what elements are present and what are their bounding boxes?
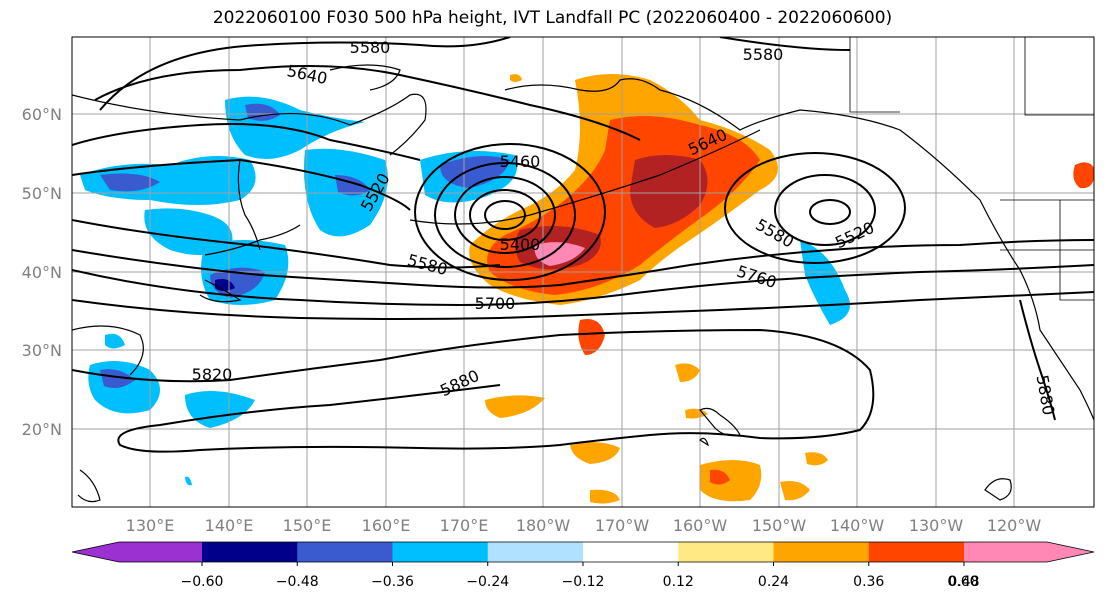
lon-label: 140°W (830, 516, 885, 535)
colorbar-ticks: −0.60 −0.48 −0.36 −0.24 −0.12 0.12 0.24 … (181, 574, 980, 590)
lon-label: 170°W (595, 516, 650, 535)
colorbar-tick-label: −0.48 (276, 574, 319, 590)
lat-label: 40°N (22, 263, 62, 282)
colorbar-tick-label: 0.60 (947, 574, 978, 590)
lon-label: 140°E (205, 516, 254, 535)
colorbar-segment (868, 542, 965, 562)
lon-label: 120°W (987, 516, 1042, 535)
coastlines (72, 64, 1094, 503)
colorbar-segment (72, 542, 202, 562)
contour-label: 5580 (350, 38, 391, 57)
colorbar-tick-label: −0.12 (562, 574, 605, 590)
lat-label: 50°N (22, 184, 62, 203)
lon-label: 130°W (909, 516, 964, 535)
colorbar-segment (202, 542, 298, 562)
contour-label: 5700 (475, 294, 516, 313)
lon-label: 150°E (283, 516, 332, 535)
lon-label: 170°E (440, 516, 489, 535)
latitude-labels: 60°N 50°N 40°N 30°N 20°N (22, 105, 62, 439)
colorbar-outline (71, 541, 1095, 563)
colorbar-tick-label: 0.48 (948, 574, 979, 590)
colorbar-segment (297, 542, 393, 562)
colorbar-tick-label: −0.24 (466, 574, 509, 590)
colorbar-segment (583, 542, 679, 562)
colorbar-segment (392, 542, 489, 562)
lon-label: 130°E (126, 516, 175, 535)
lat-label: 60°N (22, 105, 62, 124)
contour-label: 5820 (192, 365, 233, 384)
contour-label: 5400 (500, 235, 541, 254)
contour-label: 5580 (743, 45, 784, 64)
contour-label: 5460 (500, 152, 541, 171)
height-contours (72, 37, 1094, 453)
lon-label: 160°W (673, 516, 728, 535)
colorbar-segment (773, 542, 870, 562)
longitude-labels: 130°E 140°E 150°E 160°E 170°E 180°W 170°… (126, 516, 1042, 535)
lon-label: 150°W (752, 516, 807, 535)
colorbar-segment (964, 542, 1094, 562)
colorbar-segment (487, 542, 584, 562)
colorbar-tick-label: 0.12 (663, 574, 694, 590)
colorbar-tick-label: −0.36 (371, 574, 414, 590)
colorbar-tick-label: −0.60 (181, 574, 224, 590)
lon-label: 180°W (516, 516, 571, 535)
colorbar-tick-label: 0.36 (853, 574, 884, 590)
colorbar (71, 541, 1095, 566)
map-title: 2022060100 F030 500 hPa height, IVT Land… (212, 8, 893, 28)
lat-label: 20°N (22, 420, 62, 439)
colorbar-segment (678, 542, 774, 562)
colorbar-tick-label: 0.24 (758, 574, 789, 590)
map-frame (71, 36, 1095, 508)
lat-label: 30°N (22, 341, 62, 360)
lon-label: 160°E (362, 516, 411, 535)
political-borders (849, 37, 1094, 301)
